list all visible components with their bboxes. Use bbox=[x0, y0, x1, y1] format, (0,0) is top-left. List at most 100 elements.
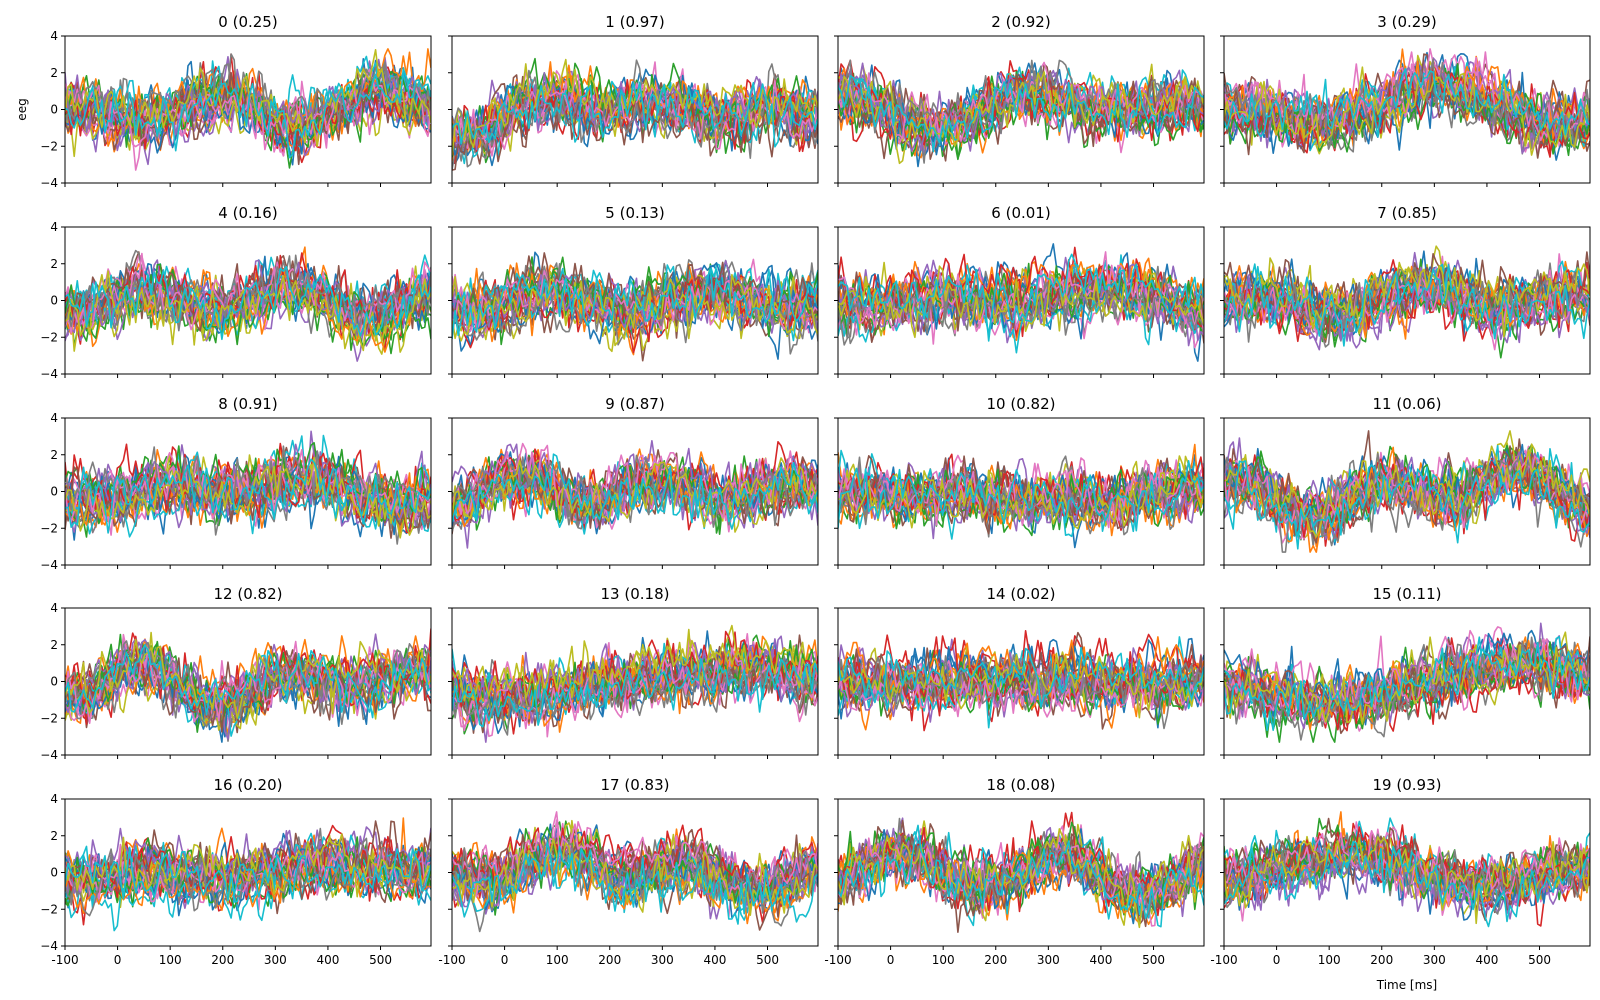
panel-16: 16 (0.20) −4 −2 0 2 4 -100 0 100 200 300 400 500 bbox=[40, 776, 432, 967]
trace-line bbox=[838, 467, 1204, 536]
panel-title: 12 (0.82) bbox=[214, 585, 283, 603]
trace-line bbox=[65, 833, 431, 904]
trace-line bbox=[452, 630, 818, 717]
panel-14: 14 (0.02) bbox=[834, 585, 1205, 759]
panel-title: 6 (0.01) bbox=[991, 204, 1050, 222]
trace-line bbox=[838, 71, 1204, 165]
x-tick-label: 100 bbox=[159, 953, 182, 967]
y-tick-label: 2 bbox=[50, 66, 58, 80]
x-tick-label: -100 bbox=[824, 953, 851, 967]
x-tick-label: 500 bbox=[1528, 953, 1551, 967]
panel-title: 2 (0.92) bbox=[991, 13, 1050, 31]
x-tick-label: 300 bbox=[1037, 953, 1060, 967]
y-tick-label: 2 bbox=[50, 448, 58, 462]
trace-line bbox=[838, 825, 1204, 911]
trace-line bbox=[838, 660, 1204, 718]
panel-traces bbox=[452, 624, 818, 743]
trace-line bbox=[838, 257, 1204, 317]
x-tick-label: -100 bbox=[51, 953, 78, 967]
trace-line bbox=[838, 74, 1204, 144]
x-tick-label: 400 bbox=[1475, 953, 1498, 967]
panel-traces bbox=[1224, 622, 1590, 743]
trace-line bbox=[65, 644, 431, 716]
x-tick-label: 100 bbox=[546, 953, 569, 967]
x-tick-label: 500 bbox=[1142, 953, 1165, 967]
panel-11: 11 (0.06) bbox=[1220, 395, 1591, 569]
x-tick-label: 0 bbox=[1273, 953, 1281, 967]
trace-line bbox=[838, 455, 1204, 530]
panel-traces bbox=[65, 48, 431, 171]
y-tick-label: 0 bbox=[50, 675, 58, 689]
y-tick-label: 0 bbox=[50, 294, 58, 308]
panel-traces bbox=[1224, 48, 1590, 161]
y-tick-label: 0 bbox=[50, 866, 58, 880]
trace-line bbox=[838, 824, 1204, 928]
x-tick-label: 0 bbox=[887, 953, 895, 967]
panel-4: 4 (0.16) −4 −2 0 2 4 bbox=[40, 204, 432, 381]
trace-line bbox=[65, 640, 431, 728]
panel-title: 1 (0.97) bbox=[605, 13, 664, 31]
trace-line bbox=[452, 819, 818, 898]
trace-line bbox=[452, 58, 818, 156]
panel-8: 8 (0.91) −4 −2 0 2 4 bbox=[40, 395, 432, 572]
x-tick-label: 200 bbox=[598, 953, 621, 967]
y-tick-label: −2 bbox=[40, 711, 58, 725]
trace-line bbox=[452, 273, 818, 347]
trace-line bbox=[1224, 263, 1590, 347]
panel-traces bbox=[838, 243, 1204, 362]
y-axis-label: eeg bbox=[15, 98, 29, 120]
trace-line bbox=[452, 268, 818, 340]
trace-line bbox=[1224, 452, 1590, 538]
x-tick-label: 300 bbox=[1423, 953, 1446, 967]
trace-line bbox=[452, 453, 818, 524]
panel-2: 2 (0.92) bbox=[834, 13, 1205, 187]
y-tick-label: −4 bbox=[40, 367, 58, 381]
trace-line bbox=[65, 67, 431, 159]
panel-traces bbox=[65, 628, 431, 743]
trace-line bbox=[1224, 644, 1590, 725]
trace-line bbox=[1224, 641, 1590, 732]
panel-traces bbox=[452, 811, 818, 933]
panel-5: 5 (0.13) bbox=[448, 204, 819, 378]
panel-traces bbox=[452, 440, 818, 549]
trace-line bbox=[65, 648, 431, 724]
panel-traces bbox=[65, 246, 431, 362]
panel-7: 7 (0.85) bbox=[1220, 204, 1591, 378]
panel-traces bbox=[1224, 430, 1590, 553]
y-tick-label: −4 bbox=[40, 176, 58, 190]
x-tick-label: 300 bbox=[264, 953, 287, 967]
panel-traces bbox=[1224, 245, 1590, 359]
trace-line bbox=[452, 270, 818, 331]
panel-title: 3 (0.29) bbox=[1377, 13, 1436, 31]
panel-0: 0 (0.25) −4 −2 0 2 4 bbox=[40, 13, 432, 190]
y-tick-label: 2 bbox=[50, 829, 58, 843]
trace-line bbox=[1224, 445, 1590, 538]
y-tick-label: 4 bbox=[50, 29, 58, 43]
trace-line bbox=[452, 841, 818, 925]
trace-line bbox=[1224, 449, 1590, 544]
trace-line bbox=[1224, 57, 1590, 154]
panel-1: 1 (0.97) bbox=[448, 13, 819, 187]
trace-line bbox=[838, 61, 1204, 142]
trace-line bbox=[65, 638, 431, 719]
trace-line bbox=[65, 79, 431, 166]
trace-line bbox=[65, 260, 431, 335]
y-tick-label: 4 bbox=[50, 220, 58, 234]
panel-3: 3 (0.29) bbox=[1220, 13, 1591, 187]
x-tick-label: 0 bbox=[114, 953, 122, 967]
y-tick-label: 2 bbox=[50, 638, 58, 652]
y-tick-label: −2 bbox=[40, 139, 58, 153]
panel-traces bbox=[1224, 811, 1590, 928]
panel-traces bbox=[838, 59, 1204, 168]
panel-title: 5 (0.13) bbox=[605, 204, 664, 222]
trace-line bbox=[1224, 251, 1590, 335]
x-axis-label: Time [ms] bbox=[1376, 978, 1438, 992]
y-tick-label: 4 bbox=[50, 792, 58, 806]
x-tick-label: 100 bbox=[932, 953, 955, 967]
trace-line bbox=[452, 275, 818, 355]
trace-line bbox=[838, 652, 1204, 711]
panel-title: 15 (0.11) bbox=[1373, 585, 1442, 603]
x-tick-label: 100 bbox=[1318, 953, 1341, 967]
trace-line bbox=[838, 460, 1204, 532]
